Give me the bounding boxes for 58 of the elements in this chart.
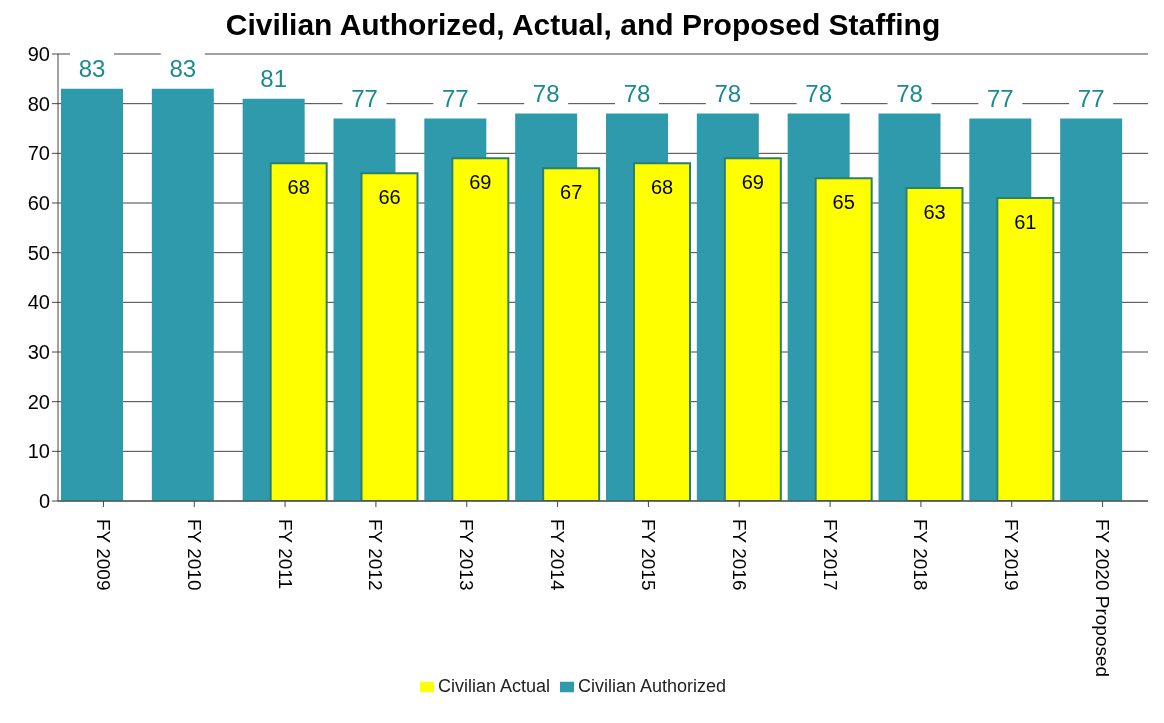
bar [905,187,964,501]
y-tick-label: 70 [27,142,50,165]
bar [61,88,123,501]
bar [723,157,782,501]
bar [996,197,1055,501]
data-label: 77 [1077,85,1105,113]
data-label: 83 [78,55,106,83]
legend-label: Civilian Actual [437,676,550,696]
bar [814,177,873,501]
x-tick-label: FY 2012 [365,519,387,591]
x-tick-label: FY 2014 [547,519,569,591]
x-tick-label: FY 2013 [456,519,478,591]
x-tick-label: FY 2016 [728,519,750,591]
y-tick-label: 0 [38,490,50,513]
legend-label: Civilian Authorized [577,676,727,696]
y-tick-label: 30 [27,341,50,364]
data-label: 78 [714,80,742,108]
y-tick-label: 60 [27,192,50,215]
x-tick-label: FY 2017 [819,519,841,591]
data-label: 77 [986,85,1014,113]
data-label: 83 [169,55,197,83]
chart-title: Civilian Authorized, Actual, and Proposed Staffing [224,8,942,42]
x-tick-label: FY 2011 [274,519,296,590]
data-label: 78 [805,80,833,108]
data-label: 69 [741,171,764,194]
data-label: 67 [560,181,583,204]
x-tick-label: FY 2015 [637,519,659,591]
bar [1060,118,1123,501]
x-tick-label: FY 2018 [910,519,932,591]
data-label: 78 [532,80,560,108]
data-label: 63 [923,201,946,224]
y-tick-label: 40 [27,291,50,314]
bar [360,172,419,501]
y-tick-label: 90 [27,43,50,66]
y-tick-label: 20 [27,390,50,413]
bar [269,162,328,501]
data-label: 66 [378,186,401,209]
data-label: 68 [650,176,674,199]
x-tick-label: FY 2010 [183,519,205,591]
data-label: 65 [832,191,855,214]
bar [542,167,601,501]
x-tick-label: FY 2009 [92,519,114,591]
bar [151,88,214,501]
data-label: 77 [441,85,469,113]
bar [633,162,691,501]
y-tick-label: 50 [27,241,50,264]
data-label: 78 [623,80,651,108]
data-label: 69 [469,171,492,194]
data-label: 77 [351,85,378,113]
y-tick-label: 10 [27,440,50,463]
x-tick-label: FY 2020 Proposed [1092,519,1114,678]
data-label: 78 [896,80,923,108]
bar [451,157,510,501]
y-tick-label: 80 [27,92,50,115]
data-label: 61 [1014,211,1037,234]
data-label: 81 [260,65,288,93]
data-label: 68 [287,176,310,199]
x-tick-label: FY 2019 [1001,519,1023,591]
